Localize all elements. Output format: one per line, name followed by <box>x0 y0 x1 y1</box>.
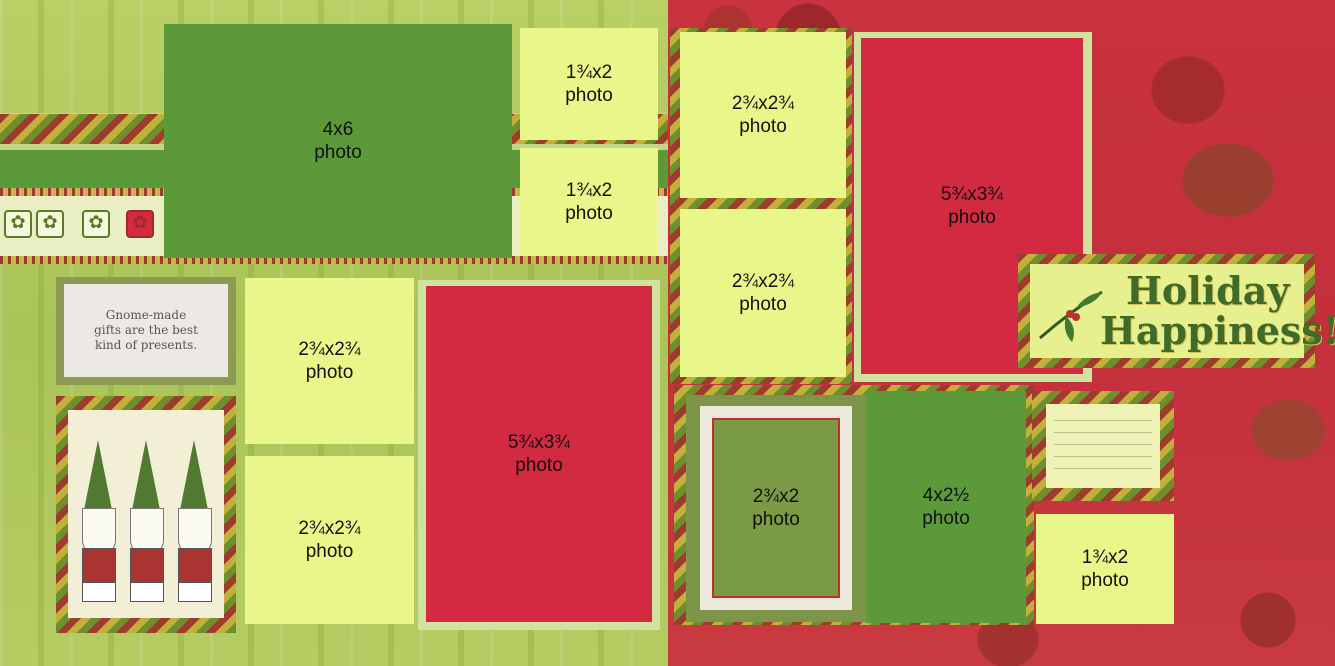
photo-size-label: 2¾x2¾ <box>298 518 361 539</box>
journal-line <box>1054 432 1152 433</box>
photo-size-label: 2¾x2¾ <box>298 339 361 360</box>
photo-size-label: 1¾x2 <box>565 62 613 83</box>
photo-size-label: 4x2½ <box>922 485 970 506</box>
photo-word-label: photo <box>739 294 787 315</box>
photo-size-label: 2¾x2¾ <box>731 93 795 114</box>
photo-2-3-4x2-3-4-bottom: 2¾x2¾ photo <box>245 456 414 624</box>
photo-word-label: photo <box>565 203 613 224</box>
gift-icon: ✿ <box>4 210 32 238</box>
left-zigzag-trim-bottom <box>0 256 668 264</box>
journal-line <box>1054 420 1152 421</box>
quote-line: kind of presents. <box>94 338 198 352</box>
photo-size-label: 4x6 <box>322 119 354 140</box>
photo-word-label: photo <box>305 541 354 562</box>
photo-word-label: photo <box>515 455 563 476</box>
photo-word-label: photo <box>1081 570 1129 591</box>
photo-size-label: 2¾x2 <box>752 486 800 507</box>
photo-word-label: photo <box>739 116 787 137</box>
quote-line: gifts are the best <box>94 323 198 337</box>
journal-line <box>1054 444 1152 445</box>
photo-size-label: 1¾x2 <box>565 180 613 201</box>
photo-4x6: 4x6 photo <box>164 24 512 258</box>
photo-2-3-4x2-3-4-right-middle: 2¾x2¾ photo <box>680 209 846 377</box>
photo-size-label: 5¾x3¾ <box>940 184 1004 205</box>
photo-5-3-4x3-3-4-left: 5¾x3¾ photo <box>426 286 652 622</box>
gnome-illustration-card <box>68 410 224 618</box>
photo-size-label: 2¾x2¾ <box>731 271 795 292</box>
photo-word-label: photo <box>314 142 362 163</box>
photo-word-label: photo <box>305 362 354 383</box>
gnome-figure <box>78 440 118 610</box>
quote-card: Gnome-made gifts are the best kind of pr… <box>64 284 228 377</box>
photo-size-label: 5¾x3¾ <box>507 432 571 453</box>
photo-1-3-4x2-bottom: 1¾x2 photo <box>520 148 658 256</box>
photo-1-3-4x2-top: 1¾x2 photo <box>520 28 658 140</box>
quote-line: Gnome-made <box>105 308 187 322</box>
journal-card <box>1046 404 1160 488</box>
holiday-title-word: Happiness! <box>1100 308 1335 353</box>
photo-word-label: photo <box>922 508 970 529</box>
gnome-figure <box>174 440 214 610</box>
gift-icon: ✿ <box>36 210 64 238</box>
photo-2-3-4x2-framed: 2¾x2 photo <box>712 418 840 598</box>
journal-line <box>1054 468 1152 469</box>
gnome-figure <box>126 440 166 610</box>
holiday-title-word: Holiday <box>1126 268 1290 313</box>
gift-icon: ✿ <box>82 210 110 238</box>
gift-icon: ✿ <box>126 210 154 238</box>
photo-1-3-4x2-right: 1¾x2 photo <box>1036 514 1174 624</box>
photo-word-label: photo <box>752 509 800 530</box>
journal-line <box>1054 456 1152 457</box>
photo-size-label: 1¾x2 <box>1081 547 1129 568</box>
photo-2-3-4x2-3-4-right-top: 2¾x2¾ photo <box>680 32 846 198</box>
holiday-happiness-tag: Holiday Happiness! <box>1030 264 1335 358</box>
photo-word-label: photo <box>565 85 613 106</box>
photo-word-label: photo <box>948 207 996 228</box>
photo-4x2-1-2: 4x2½ photo <box>866 391 1026 623</box>
holly-icon <box>1039 290 1103 342</box>
photo-2-3-4x2-3-4-top: 2¾x2¾ photo <box>245 278 414 444</box>
